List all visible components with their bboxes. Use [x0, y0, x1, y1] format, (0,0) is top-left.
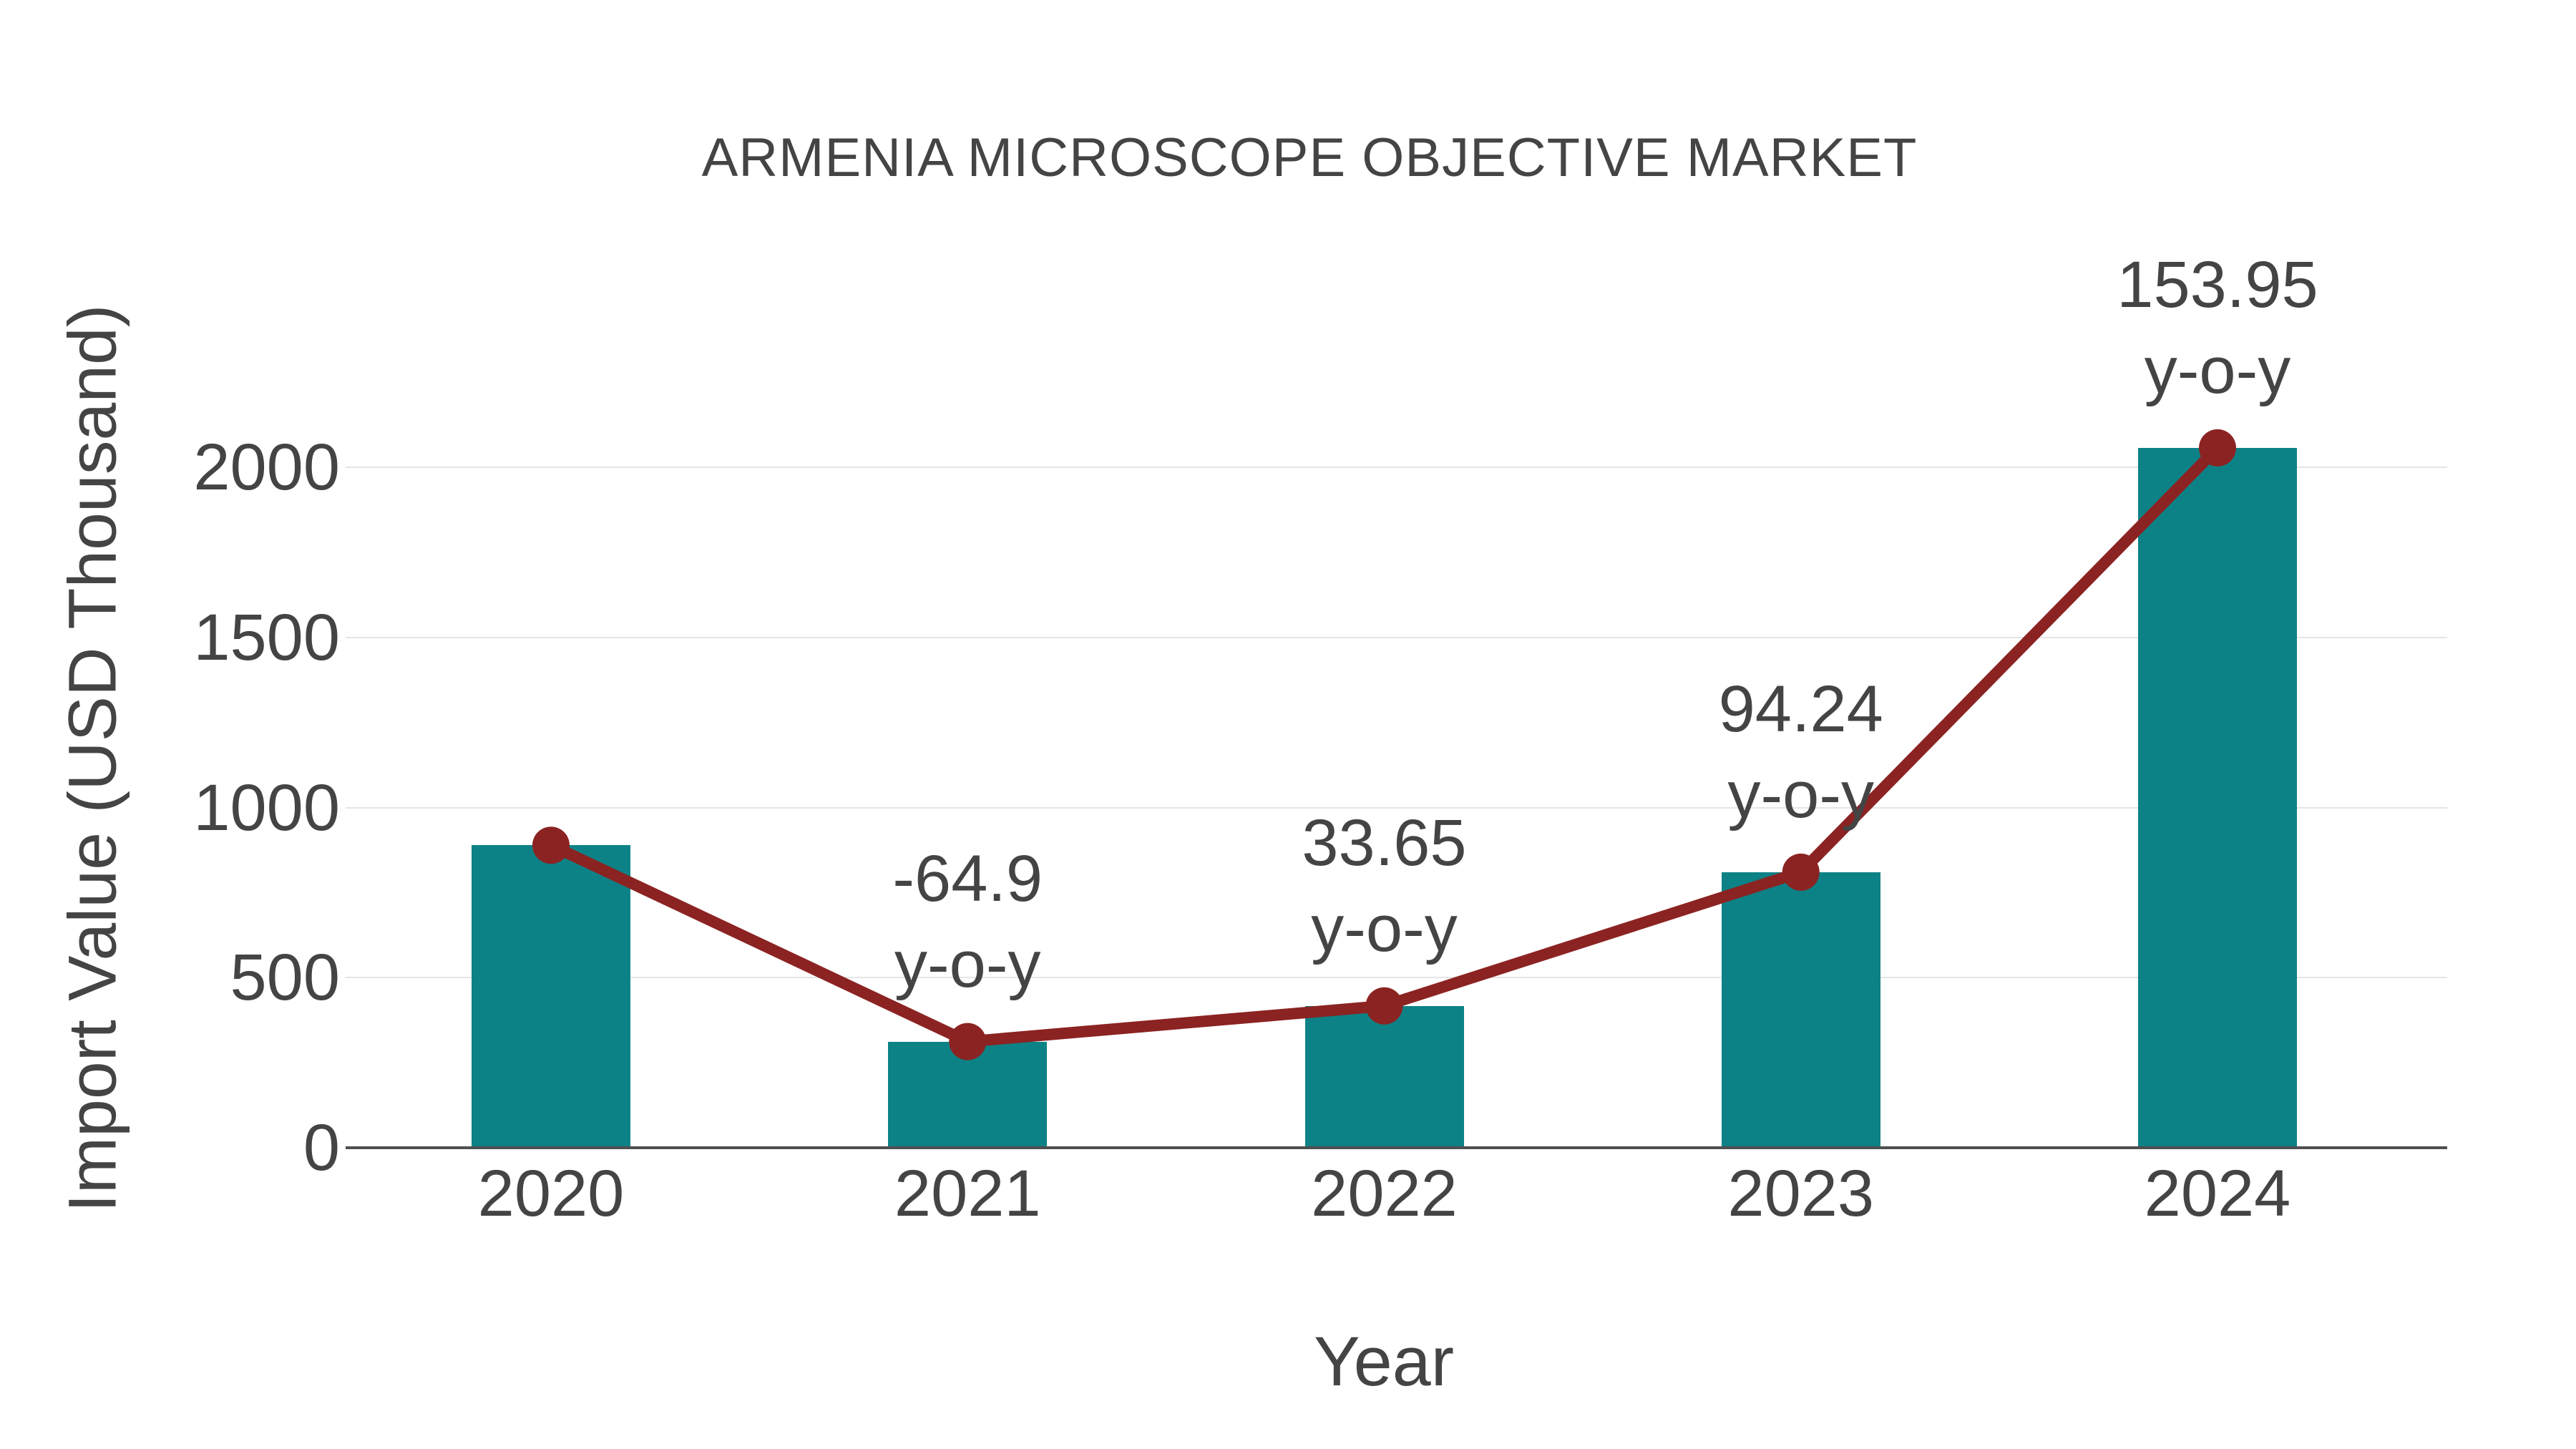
yoy-label: y-o-y	[2144, 333, 2291, 407]
x-tick-label-2023: 2023	[1727, 1157, 1875, 1230]
yoy-label: y-o-y	[1727, 758, 1874, 831]
bar-2021	[888, 1041, 1048, 1148]
bar-2024	[2138, 447, 2297, 1148]
bar-2022	[1304, 1005, 1464, 1148]
x-tick-label-2024: 2024	[2144, 1157, 2291, 1230]
chart-title: ARMENIA MICROSCOPE OBJECTIVE MARKET	[701, 127, 1918, 188]
gridline-y-1500	[346, 636, 2447, 638]
x-axis-line	[346, 1146, 2447, 1149]
y-tick-label: 500	[230, 941, 341, 1015]
x-tick-label-2022: 2022	[1311, 1157, 1458, 1230]
gridline-y-500	[346, 977, 2447, 979]
yoy-value: 94.24	[1718, 672, 1883, 746]
x-axis-title: Year	[1314, 1322, 1454, 1400]
yoy-annotation-2023: 94.24 y-o-y	[1551, 666, 2051, 838]
yoy-label: y-o-y	[1311, 892, 1458, 965]
y-tick-label: 1500	[193, 600, 340, 674]
bar-2023	[1721, 872, 1880, 1148]
gridline-y-2000	[346, 467, 2447, 468]
yoy-value: 153.95	[2117, 248, 2318, 321]
y-tick-label: 1000	[193, 771, 340, 844]
y-tick-label: 2000	[193, 431, 340, 504]
x-tick-label-2020: 2020	[477, 1157, 625, 1230]
yoy-annotation-2024: 153.95 y-o-y	[1967, 242, 2468, 414]
bar-2020	[472, 845, 630, 1148]
y-tick-label: 0	[303, 1111, 340, 1184]
x-tick-label-2021: 2021	[894, 1157, 1041, 1230]
